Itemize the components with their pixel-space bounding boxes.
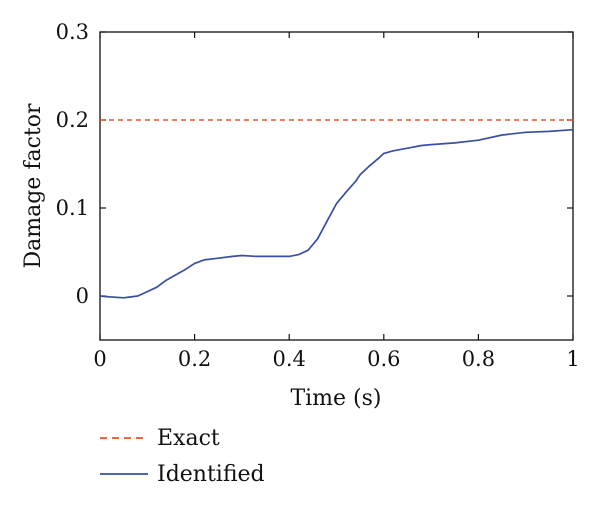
legend: Exact Identified <box>100 426 265 487</box>
x-axis-label: Time (s) <box>290 386 381 411</box>
legend-identified-label: Identified <box>157 462 265 487</box>
y-tick-label: 0 <box>76 284 89 308</box>
y-tick-label: 0.1 <box>56 196 89 220</box>
x-tick-label: 1 <box>566 347 579 371</box>
x-tick-label: 0.4 <box>272 347 305 371</box>
plot-frame <box>99 31 574 341</box>
y-axis-label: Damage factor <box>21 103 46 268</box>
legend-exact-label: Exact <box>157 426 220 451</box>
series-group <box>99 119 574 299</box>
y-tick-label: 0.3 <box>56 20 89 44</box>
y-tick-label: 0.2 <box>56 108 89 132</box>
x-tick-label: 0.6 <box>367 347 400 371</box>
x-tick-label: 0.8 <box>462 347 495 371</box>
x-tick-label: 0.2 <box>178 347 211 371</box>
series-identified-line <box>99 128 574 299</box>
x-tick-label: 0 <box>93 347 106 371</box>
ticks: 0 0.2 0.4 0.6 0.8 1 0 0.1 0.2 0.3 <box>56 20 580 371</box>
